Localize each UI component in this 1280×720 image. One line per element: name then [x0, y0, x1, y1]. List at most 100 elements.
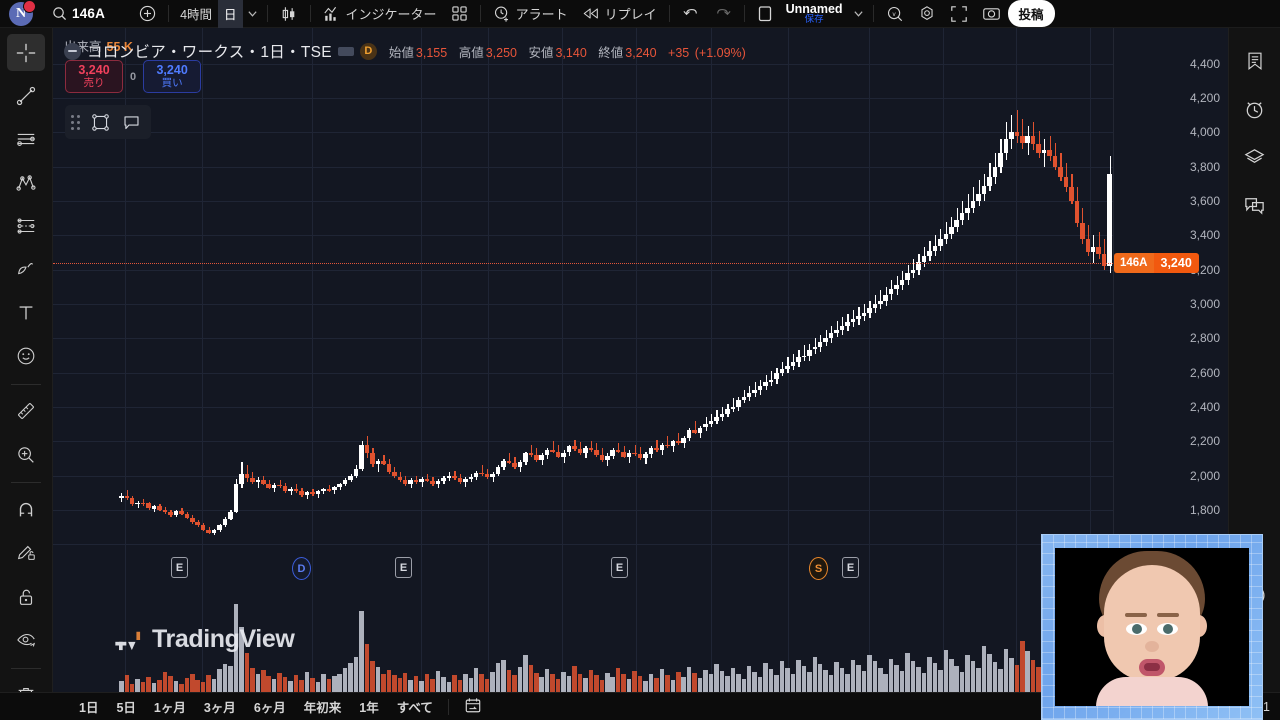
timeframe-1d-button[interactable]: 日: [218, 0, 243, 28]
user-avatar[interactable]: N: [9, 0, 36, 26]
range-button-1[interactable]: 5日: [116, 701, 136, 715]
magnifier-frame-icon[interactable]: [87, 109, 114, 136]
redo-arrow-icon: [714, 6, 732, 22]
candle-body: [828, 333, 834, 339]
webcam-overlay[interactable]: [1041, 534, 1263, 720]
volume-bar: [670, 680, 676, 692]
event-marker-e[interactable]: E: [171, 557, 188, 578]
grid-squares-icon: [451, 5, 468, 22]
stay-in-drawing-mode-tool[interactable]: [7, 535, 45, 572]
candle-body: [119, 496, 124, 498]
current-price-line: [53, 262, 1113, 264]
ideas-panel-button[interactable]: [1236, 576, 1274, 614]
candle-body: [583, 448, 588, 454]
crosshair-tool[interactable]: [7, 34, 45, 72]
chart-style-badge[interactable]: [337, 46, 354, 56]
replay-label: リプレイ: [604, 7, 657, 22]
change-value: +35: [668, 45, 690, 60]
volume-bar: [261, 669, 266, 692]
grid-line-vertical: [1016, 28, 1017, 692]
candle-body: [261, 479, 266, 484]
chart-type-button[interactable]: [273, 0, 305, 28]
range-button-3[interactable]: 3ヶ月: [203, 701, 236, 715]
add-symbol-button[interactable]: [132, 0, 163, 28]
candle-body: [1080, 223, 1085, 239]
candle-body: [211, 530, 217, 533]
fullscreen-button[interactable]: [943, 0, 975, 28]
volume-bar: [435, 670, 441, 692]
settings-button[interactable]: [911, 0, 943, 28]
text-tool[interactable]: [7, 294, 45, 331]
goto-date-icon[interactable]: [457, 694, 489, 720]
last-price-badge[interactable]: 146A 3,240: [1114, 252, 1199, 273]
chat-panel-button[interactable]: [1236, 186, 1274, 224]
symbol-search-button[interactable]: 146A: [45, 0, 112, 28]
candle-body: [157, 506, 162, 510]
volume-bar: [921, 672, 927, 692]
candle-body: [381, 460, 386, 464]
buy-button[interactable]: 3,240 買い: [143, 60, 202, 93]
range-button-2[interactable]: 1ヶ月: [153, 701, 186, 715]
low-value: 3,140: [555, 45, 587, 60]
event-marker-e[interactable]: E: [395, 557, 412, 578]
alert-button[interactable]: アラート: [486, 0, 575, 28]
zoom-in-tool[interactable]: [7, 436, 45, 473]
candle-body: [1052, 156, 1058, 167]
volume-bar: [741, 679, 747, 692]
tradingview-watermark: TradingView: [115, 625, 295, 654]
volume-bar: [692, 672, 697, 692]
grid-line-horizontal: [53, 269, 1113, 271]
templates-button[interactable]: [444, 0, 475, 28]
event-marker-d[interactable]: D: [292, 557, 311, 580]
lock-drawings-tool[interactable]: [7, 578, 45, 615]
layout-menu-button[interactable]: [849, 0, 868, 28]
redo-button[interactable]: [707, 0, 739, 28]
undo-button[interactable]: [675, 0, 707, 28]
timeframe-4h-button[interactable]: 4時間: [180, 8, 213, 22]
publish-button[interactable]: 投稿: [1007, 0, 1055, 27]
watchlist-panel-button[interactable]: [1236, 42, 1274, 80]
drag-handle[interactable]: [71, 114, 83, 130]
candle-body: [790, 362, 796, 366]
event-marker-e[interactable]: E: [842, 557, 859, 578]
snapshot-button[interactable]: [975, 0, 1008, 28]
spread-value: 0: [130, 70, 137, 83]
candle-wick: [1044, 139, 1046, 167]
fib-retracement-tool[interactable]: [7, 207, 45, 244]
sell-button[interactable]: 3,240 売り: [65, 60, 123, 93]
range-button-0[interactable]: 1日: [79, 701, 99, 715]
trend-line-tool[interactable]: [7, 77, 45, 114]
range-button-6[interactable]: 1年: [359, 701, 379, 715]
object-tree-panel-button[interactable]: [1236, 138, 1274, 176]
eyebrow-left: [1125, 613, 1147, 617]
horizontal-lines-tool[interactable]: [7, 121, 45, 158]
event-marker-s[interactable]: S: [809, 557, 828, 580]
layout-name-button[interactable]: Unnamed 保存: [780, 0, 849, 28]
hide-drawings-tool[interactable]: [7, 621, 45, 658]
event-marker-e[interactable]: E: [611, 557, 628, 578]
candle-body: [681, 437, 686, 443]
candle-body: [949, 226, 954, 234]
comment-bubble-icon[interactable]: [118, 109, 145, 136]
measure-tool[interactable]: [7, 393, 45, 430]
quick-search-button[interactable]: v: [879, 0, 911, 28]
indicators-button[interactable]: インジケーター: [316, 0, 444, 28]
price-pane[interactable]: [53, 28, 1151, 692]
brush-tool[interactable]: [7, 251, 45, 288]
pitchfork-tool[interactable]: [7, 164, 45, 201]
timeframe-dropdown-button[interactable]: [243, 0, 262, 28]
alerts-panel-button[interactable]: [1236, 90, 1274, 128]
range-button-4[interactable]: 6ヶ月: [253, 701, 286, 715]
magnet-tool[interactable]: [7, 491, 45, 528]
volume-bar: [534, 672, 539, 692]
layout-select-button[interactable]: [750, 0, 780, 28]
replay-button[interactable]: リプレイ: [575, 0, 664, 28]
range-button-7[interactable]: すべて: [396, 701, 433, 715]
emoji-tool[interactable]: [7, 337, 45, 374]
candle-body: [1041, 149, 1047, 153]
volume-bar: [861, 670, 867, 692]
legend-visibility-toggle[interactable]: [64, 42, 81, 60]
grid-line-horizontal: [53, 304, 1113, 305]
nose: [1145, 641, 1159, 652]
range-button-5[interactable]: 年初来: [303, 701, 342, 715]
